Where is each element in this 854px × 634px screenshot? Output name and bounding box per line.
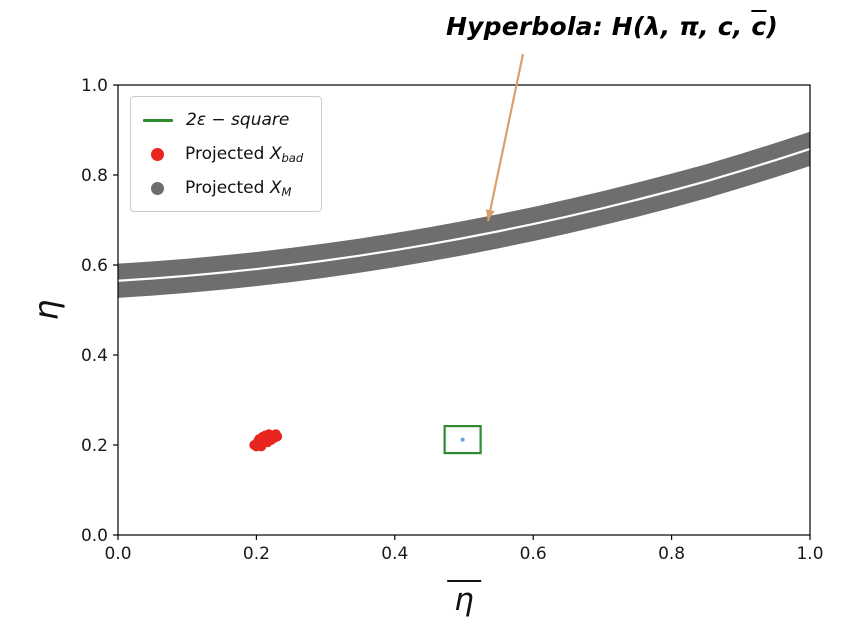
legend-line-swatch [143, 118, 173, 122]
y-axis-label-text: η [26, 299, 66, 321]
y-tick-label: 1.0 [81, 76, 108, 96]
annotation-arrowhead [485, 209, 495, 221]
y-tick-label: 0.2 [81, 436, 108, 456]
x-tick-label: 0.0 [104, 544, 131, 564]
annotation-arrow [486, 53, 525, 222]
y-axis-label: η [27, 300, 66, 321]
x-tick-label: 0.4 [381, 544, 408, 564]
hyperbola-centerline [117, 147, 811, 282]
annotation-suffix: ) [766, 12, 779, 41]
legend-item-label: 2ε − square [186, 110, 290, 130]
legend-item-0: 2ε − square [143, 106, 303, 134]
axes-spines [117, 84, 811, 536]
legend-item-label: Projected Xbad [185, 143, 304, 165]
x-axis-label-text: η [447, 580, 481, 619]
epsilon-square [443, 425, 482, 455]
scatter-projected-x-bad [249, 429, 283, 452]
y-tick-label: 0.4 [81, 346, 108, 366]
annotation-cbar: c [751, 12, 767, 41]
y-tick-label: 0.0 [81, 526, 108, 546]
legend: 2ε − square Projected Xbad Projected XM [130, 96, 323, 212]
scatter-square-center-point [460, 437, 465, 442]
legend-item-label: Projected XM [185, 177, 292, 199]
legend-dot-swatch [151, 181, 164, 195]
x-tick-label: 1.0 [796, 544, 823, 564]
legend-dot-swatch [151, 147, 164, 161]
hyperbola-band [118, 131, 810, 298]
x-tick-label: 0.8 [658, 544, 685, 564]
legend-item-1: Projected Xbad [143, 140, 303, 168]
y-tick-label: 0.8 [81, 166, 108, 186]
x-tick-label: 0.2 [243, 544, 270, 564]
y-tick-label: 0.6 [81, 256, 108, 276]
legend-item-2: Projected XM [143, 174, 303, 202]
x-axis-label: η [447, 580, 481, 619]
x-tick-label: 0.6 [520, 544, 547, 564]
annotation-prefix: Hyperbola: H(λ, π, c, [446, 12, 752, 41]
annotation-title: Hyperbola: H(λ, π, c, c) [446, 12, 778, 41]
